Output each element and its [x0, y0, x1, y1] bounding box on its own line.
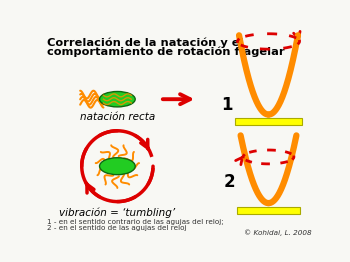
Bar: [235, 118, 302, 125]
Text: Correlación de la natación y el: Correlación de la natación y el: [47, 38, 243, 48]
Text: 1: 1: [222, 96, 233, 114]
Ellipse shape: [99, 158, 135, 175]
Text: © Kohidai, L. 2008: © Kohidai, L. 2008: [244, 229, 312, 236]
Bar: [237, 207, 300, 214]
Text: 2 - en el sentido de las agujas del reloj: 2 - en el sentido de las agujas del relo…: [47, 226, 186, 232]
Text: comportamiento de rotación flagelar: comportamiento de rotación flagelar: [47, 47, 285, 57]
Text: vibración = ‘tumbling’: vibración = ‘tumbling’: [59, 207, 175, 217]
Ellipse shape: [99, 91, 135, 107]
Text: 2: 2: [223, 173, 235, 190]
Text: 1 - en el sentido contrario de las agujas del reloj;: 1 - en el sentido contrario de las aguja…: [47, 219, 223, 225]
Text: natación recta: natación recta: [80, 112, 155, 122]
